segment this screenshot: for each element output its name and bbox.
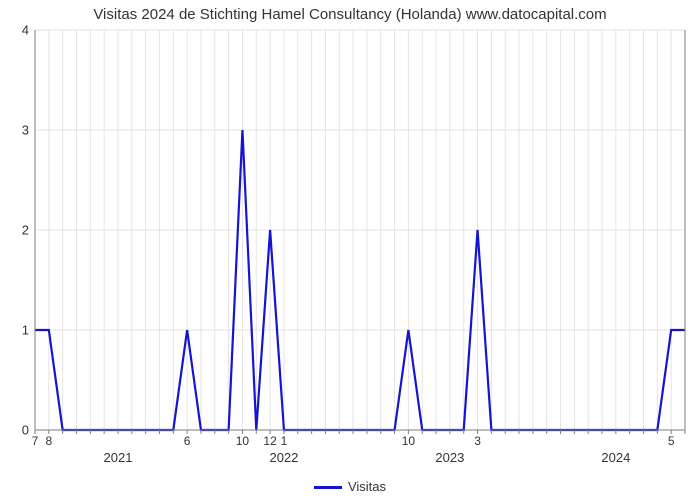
x-minor-label: 6 — [184, 434, 191, 448]
x-minor-label: 12 — [263, 434, 276, 448]
x-minor-label: 1 — [281, 434, 288, 448]
x-minor-label: 10 — [402, 434, 415, 448]
x-year-label: 2024 — [601, 450, 630, 465]
plot-area: 012347861012110352021202220232024 — [35, 30, 685, 430]
y-tick-label: 3 — [22, 123, 29, 138]
chart-container: Visitas 2024 de Stichting Hamel Consulta… — [0, 0, 700, 500]
legend-label: Visitas — [348, 479, 386, 494]
x-minor-label: 7 — [32, 434, 39, 448]
x-minor-label: 8 — [45, 434, 52, 448]
legend: Visitas — [0, 479, 700, 494]
x-year-label: 2022 — [269, 450, 298, 465]
y-tick-label: 2 — [22, 223, 29, 238]
x-year-label: 2023 — [435, 450, 464, 465]
chart-title: Visitas 2024 de Stichting Hamel Consulta… — [0, 6, 700, 23]
y-tick-label: 4 — [22, 23, 29, 38]
x-minor-label: 10 — [236, 434, 249, 448]
x-minor-label: 3 — [474, 434, 481, 448]
chart-svg — [35, 30, 685, 435]
x-minor-label: 5 — [668, 434, 675, 448]
y-tick-label: 0 — [22, 423, 29, 438]
y-tick-label: 1 — [22, 323, 29, 338]
x-year-label: 2021 — [104, 450, 133, 465]
legend-swatch — [314, 486, 342, 489]
